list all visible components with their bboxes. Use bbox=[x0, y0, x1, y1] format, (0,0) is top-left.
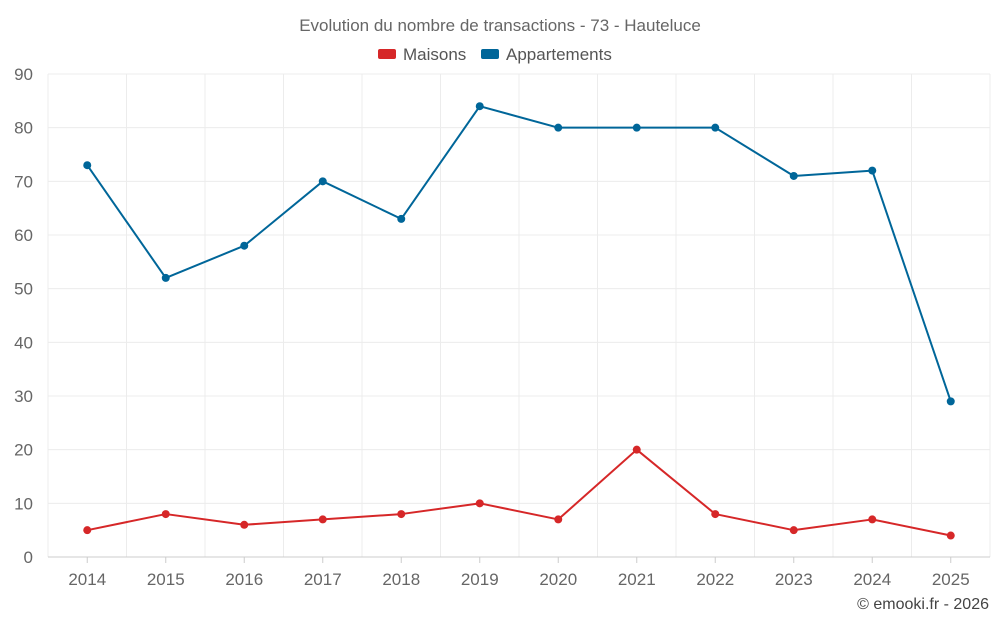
y-tick-label: 50 bbox=[14, 280, 33, 299]
data-point-appartements bbox=[632, 123, 641, 132]
series bbox=[83, 102, 955, 540]
data-point-appartements bbox=[83, 161, 92, 170]
x-tick-label: 2016 bbox=[225, 570, 263, 589]
x-tick-label: 2019 bbox=[461, 570, 499, 589]
data-point-maisons bbox=[868, 515, 877, 524]
series-line-appartements bbox=[86, 105, 952, 403]
x-tick-label: 2015 bbox=[147, 570, 185, 589]
data-point-appartements bbox=[789, 171, 798, 180]
data-point-appartements bbox=[868, 166, 877, 175]
data-point-maisons bbox=[632, 445, 641, 454]
y-tick-label: 20 bbox=[14, 441, 33, 460]
x-tick-label: 2025 bbox=[932, 570, 970, 589]
data-point-appartements bbox=[475, 102, 484, 111]
grid bbox=[47, 73, 991, 557]
data-point-appartements bbox=[318, 177, 327, 186]
credit-text: © emooki.fr - 2026 bbox=[857, 596, 989, 613]
y-tick-label: 60 bbox=[14, 226, 33, 245]
legend-swatch-maisons bbox=[378, 49, 396, 59]
data-point-appartements bbox=[554, 123, 563, 132]
x-tick-label: 2018 bbox=[382, 570, 420, 589]
data-point-appartements bbox=[946, 397, 955, 406]
data-point-maisons bbox=[946, 531, 955, 540]
data-point-maisons bbox=[554, 515, 563, 524]
x-tick-label: 2021 bbox=[618, 570, 656, 589]
x-tick-label: 2023 bbox=[775, 570, 813, 589]
y-tick-label: 40 bbox=[14, 333, 33, 352]
data-point-maisons bbox=[789, 526, 798, 535]
data-point-appartements bbox=[240, 241, 249, 250]
y-tick-label: 0 bbox=[24, 548, 33, 567]
data-point-maisons bbox=[397, 510, 406, 519]
y-tick-label: 90 bbox=[14, 65, 33, 84]
data-point-maisons bbox=[475, 499, 484, 508]
data-point-maisons bbox=[318, 515, 327, 524]
legend[interactable]: Maisons Appartements bbox=[378, 45, 612, 64]
data-point-appartements bbox=[711, 123, 720, 132]
data-point-appartements bbox=[161, 273, 170, 282]
series-line-maisons bbox=[86, 448, 952, 537]
data-point-maisons bbox=[83, 526, 92, 535]
y-tick-label: 10 bbox=[14, 494, 33, 513]
data-point-maisons bbox=[240, 520, 249, 529]
x-tick-label: 2022 bbox=[696, 570, 734, 589]
data-point-maisons bbox=[711, 510, 720, 519]
legend-label-appartements[interactable]: Appartements bbox=[506, 45, 612, 64]
legend-label-maisons[interactable]: Maisons bbox=[403, 45, 466, 64]
x-tick-label: 2014 bbox=[68, 570, 106, 589]
data-point-appartements bbox=[397, 214, 406, 223]
chart-title: Evolution du nombre de transactions - 73… bbox=[299, 16, 701, 35]
x-tick-label: 2020 bbox=[539, 570, 577, 589]
y-tick-label: 80 bbox=[14, 119, 33, 138]
data-point-maisons bbox=[161, 510, 170, 519]
x-tick-label: 2017 bbox=[304, 570, 342, 589]
y-tick-label: 70 bbox=[14, 172, 33, 191]
axes: 0 10 20 30 40 50 60 70 80 90 2014 2015 2016 2017 2018 2… bbox=[14, 65, 990, 589]
y-tick-label: 30 bbox=[14, 387, 33, 406]
x-tick-label: 2024 bbox=[853, 570, 891, 589]
legend-swatch-appartements bbox=[481, 49, 499, 59]
